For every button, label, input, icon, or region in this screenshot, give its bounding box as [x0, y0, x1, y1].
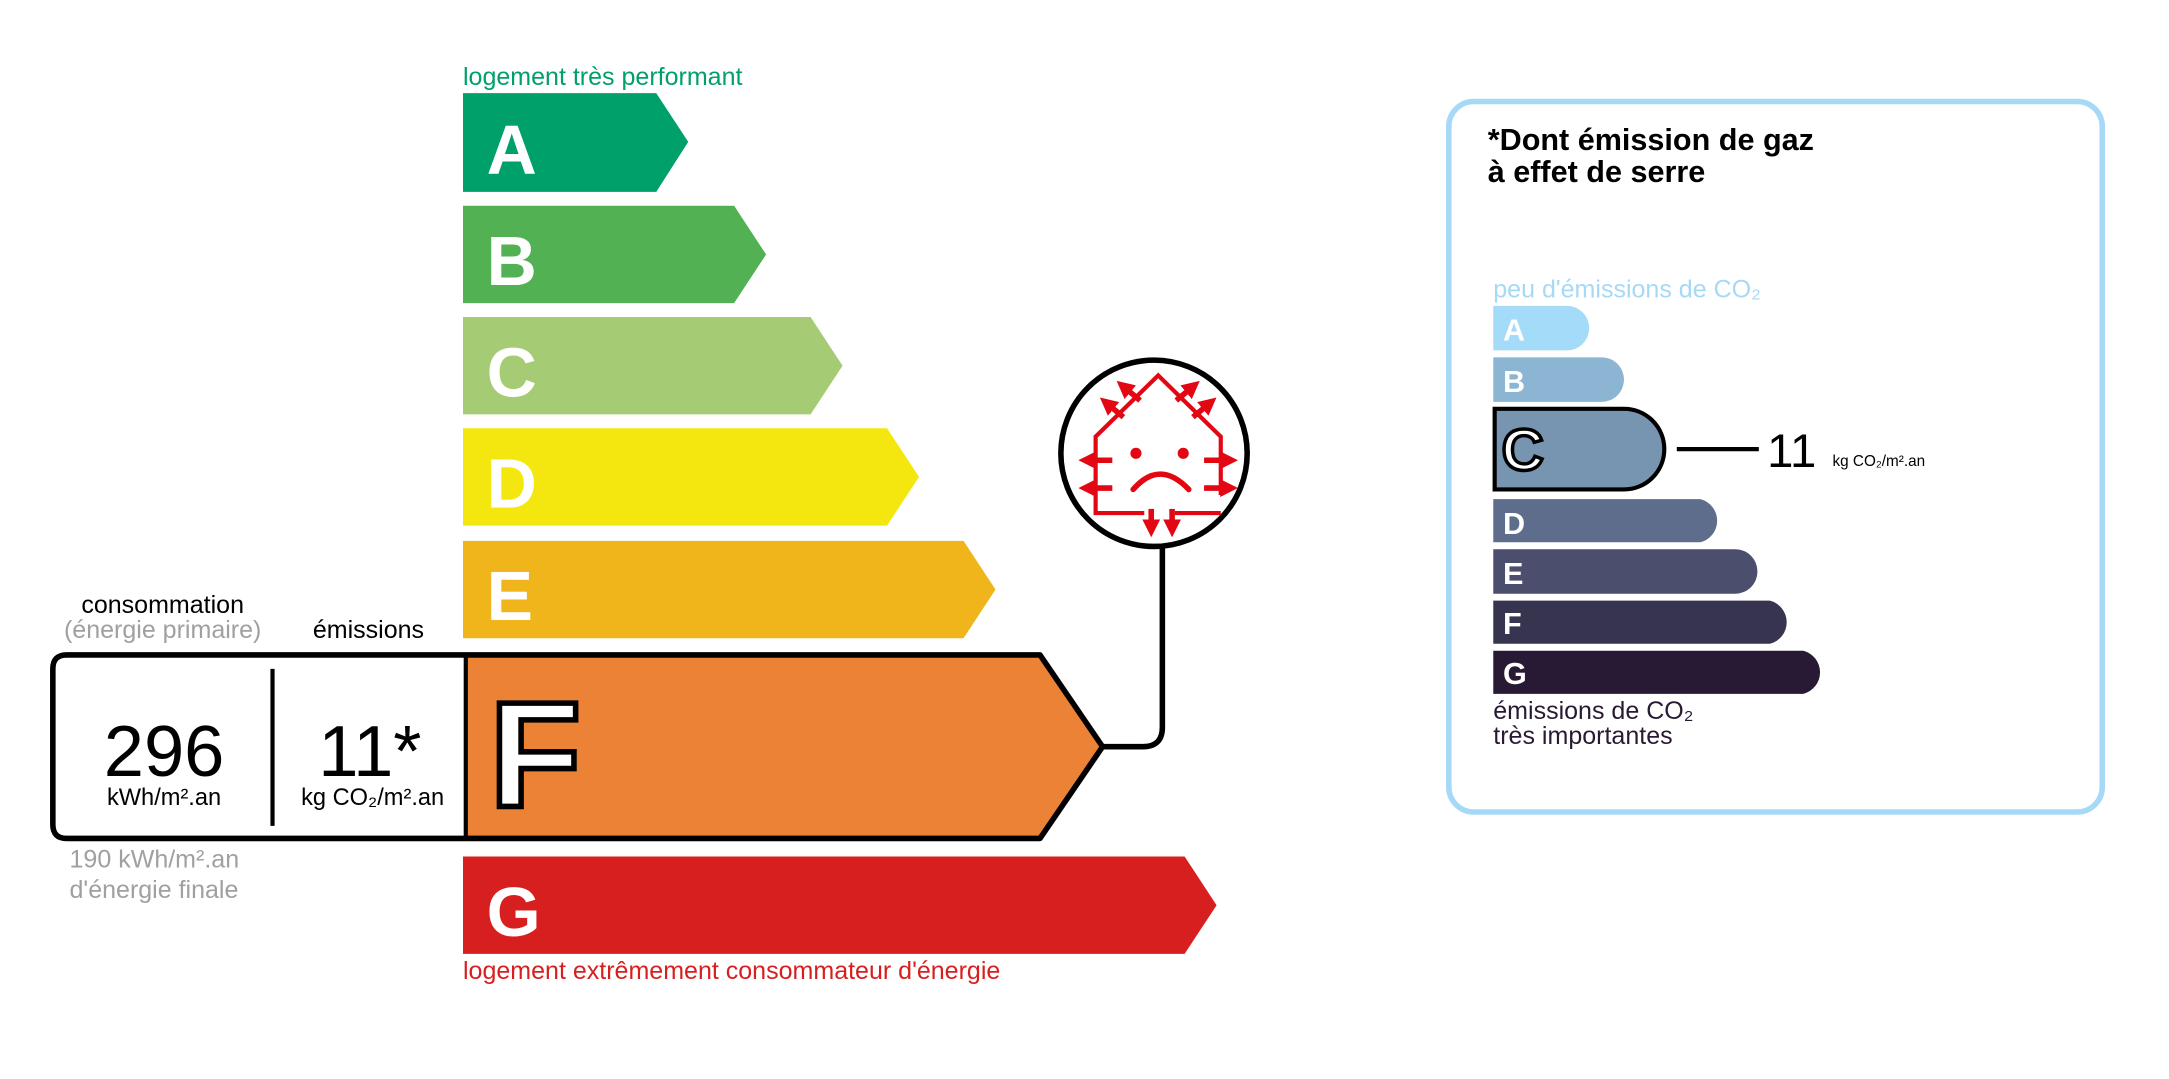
energy-top-label: logement très performant — [463, 63, 743, 91]
energy-letter: C — [487, 333, 537, 411]
final-energy-line1: 190 kWh/m².an — [70, 846, 240, 874]
energy-bottom-label: logement extrêmement consommateur d'éner… — [463, 957, 1000, 985]
energy-bar-F-current: F — [50, 652, 1106, 841]
ghg-bar-C-current: C — [1492, 406, 1667, 492]
emissions-value: 11* — [318, 712, 421, 792]
ghg-current-letter: C — [1502, 418, 1544, 483]
ghg-unit: kg CO₂/m².an — [1833, 453, 1926, 470]
ghg-title-line2: à effet de serre — [1488, 155, 1706, 189]
connector-line — [1102, 546, 1166, 750]
ghg-value: 11 — [1767, 425, 1816, 478]
energy-letter: G — [487, 873, 541, 951]
energy-letter: B — [487, 222, 537, 300]
energy-bar-C: C — [462, 317, 843, 415]
energy-current-letter: F — [489, 670, 581, 838]
ghg-letter: E — [1503, 557, 1523, 591]
ghg-title-line1: *Dont émission de gaz — [1488, 123, 1814, 157]
ghg-bar-G: G — [1493, 650, 1821, 694]
energy-letter: E — [487, 557, 533, 635]
ghg-letter: G — [1503, 657, 1527, 691]
house-heat-loss-sad-face-icon — [1058, 357, 1250, 550]
energy-bar-B: B — [462, 205, 767, 304]
ghg-letter: B — [1503, 365, 1525, 399]
ghg-letter: A — [1503, 314, 1525, 348]
ghg-bar-E: E — [1493, 549, 1758, 594]
ghg-bottom-label-line1: émissions de CO₂ — [1493, 697, 1693, 725]
ghg-bar-F: F — [1493, 600, 1787, 644]
energy-letter: D — [487, 445, 537, 523]
energy-bar-A: A — [462, 93, 689, 192]
emissions-unit: kg CO₂/m².an — [301, 785, 444, 811]
ghg-letter: F — [1503, 607, 1522, 641]
consumption-sublabel: (énergie primaire) — [64, 616, 261, 644]
consumption-unit: kWh/m².an — [107, 785, 221, 811]
ghg-bar-B: B — [1493, 357, 1624, 402]
ghg-bar-A: A — [1493, 305, 1590, 351]
final-energy-line2: d'énergie finale — [70, 876, 239, 904]
ghg-bar-D: D — [1493, 499, 1718, 543]
emissions-label: émissions — [313, 616, 424, 644]
energy-letter: A — [487, 111, 537, 189]
consumption-value: 296 — [104, 712, 225, 792]
ghg-bottom-label-line2: très importantes — [1493, 722, 1672, 750]
energy-bar-D: D — [462, 428, 920, 526]
consumption-label: consommation — [81, 591, 244, 619]
ghg-letter: D — [1503, 507, 1525, 541]
energy-bar-G: G — [462, 856, 1217, 954]
energy-bar-E: E — [462, 540, 996, 639]
ghg-top-label: peu d'émissions de CO₂ — [1493, 276, 1761, 304]
